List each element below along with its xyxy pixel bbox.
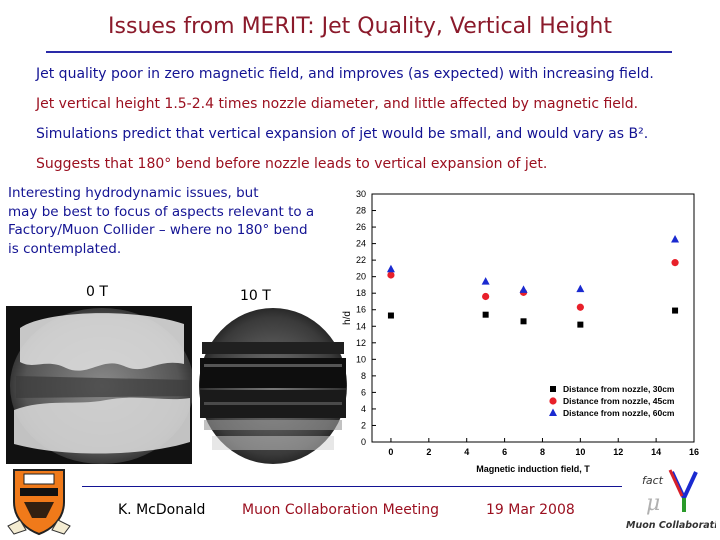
legend-marker — [549, 408, 557, 416]
data-point-series-3 — [481, 277, 490, 285]
data-point-series-3 — [671, 234, 680, 243]
x-tick-label: 10 — [575, 447, 585, 457]
intro-text: Interesting hydrodynamic issues, but may… — [8, 185, 315, 257]
y-tick-label: 16 — [356, 305, 366, 315]
y-tick-label: 18 — [356, 288, 366, 298]
x-tick-label: 8 — [540, 447, 545, 457]
muon-collaboration-logo: fact μ Muon Collaboration — [618, 466, 720, 536]
y-tick-label: 20 — [356, 272, 366, 282]
x-tick-label: 0 — [388, 447, 393, 457]
footer-meeting: Muon Collaboration Meeting — [242, 502, 440, 518]
x-tick-label: 14 — [651, 447, 661, 457]
bullet-simulations: Simulations predict that vertical expans… — [36, 126, 649, 142]
logo-fact-text: fact — [642, 474, 664, 487]
footer-author: K. McDonald — [118, 502, 206, 518]
legend-label: Distance from nozzle, 30cm — [563, 384, 675, 394]
data-point-series-1 — [577, 321, 584, 328]
footer-date: 19 Mar 2008 — [486, 502, 575, 518]
data-point-series-1 — [672, 307, 679, 314]
photo-label-0t: 0 T — [86, 284, 108, 300]
photo-label-10t: 10 T — [240, 288, 271, 304]
y-tick-label: 8 — [361, 371, 366, 381]
data-point-series-1 — [482, 311, 489, 318]
logo-name-text: Muon Collaboration — [626, 520, 716, 531]
data-point-series-2 — [387, 271, 395, 279]
data-point-series-1 — [520, 318, 527, 325]
data-point-series-2 — [482, 292, 490, 301]
bullet-vertical-height: Jet vertical height 1.5-2.4 times nozzle… — [36, 96, 639, 112]
data-point-series-1 — [387, 312, 394, 319]
data-point-series-3 — [386, 264, 395, 273]
y-tick-label: 4 — [361, 404, 366, 414]
x-tick-label: 16 — [689, 447, 699, 457]
slide-title: Issues from MERIT: Jet Quality, Vertical… — [108, 14, 612, 39]
y-tick-label: 14 — [356, 321, 366, 331]
x-tick-label: 6 — [502, 447, 507, 457]
y-tick-label: 22 — [356, 255, 366, 265]
y-tick-label: 30 — [356, 189, 366, 199]
y-tick-label: 24 — [356, 239, 366, 249]
legend-marker — [550, 386, 556, 392]
jet-photo-0t-image — [6, 306, 192, 464]
y-tick-label: 2 — [361, 420, 366, 430]
data-point-series-3 — [519, 285, 528, 293]
y-tick-label: 6 — [361, 387, 366, 397]
data-point-series-2 — [671, 259, 679, 267]
y-tick-label: 12 — [356, 338, 366, 348]
jet-photo-10t — [198, 306, 348, 464]
y-tick-label: 28 — [356, 206, 366, 216]
svg-text:μ: μ — [646, 491, 660, 516]
footer-divider — [82, 486, 622, 487]
legend-label: Distance from nozzle, 45cm — [563, 396, 675, 406]
x-tick-label: 2 — [426, 447, 431, 457]
jet-photo-10t-image — [199, 308, 347, 464]
x-axis-label: Magnetic induction field, T — [476, 464, 590, 474]
jet-photo-0t — [6, 306, 192, 464]
y-tick-label: 26 — [356, 222, 366, 232]
muon-collaboration-logo-icon: fact μ Muon Collaboration — [626, 469, 720, 531]
legend-marker — [549, 397, 557, 405]
bullet-bend: Suggests that 180° bend before nozzle le… — [36, 156, 548, 172]
university-shield-icon — [7, 469, 71, 536]
title-divider — [46, 51, 672, 53]
y-axis-label: h/d — [342, 311, 353, 325]
x-tick-label: 12 — [613, 447, 623, 457]
y-tick-label: 10 — [356, 354, 366, 364]
plot-frame — [371, 193, 695, 443]
x-tick-label: 4 — [464, 447, 469, 457]
data-point-series-2 — [576, 303, 584, 311]
bullet-jet-quality: Jet quality poor in zero magnetic field,… — [36, 66, 654, 82]
data-point-series-3 — [576, 284, 585, 293]
legend-label: Distance from nozzle, 60cm — [563, 408, 675, 418]
y-tick-label: 0 — [361, 437, 366, 447]
